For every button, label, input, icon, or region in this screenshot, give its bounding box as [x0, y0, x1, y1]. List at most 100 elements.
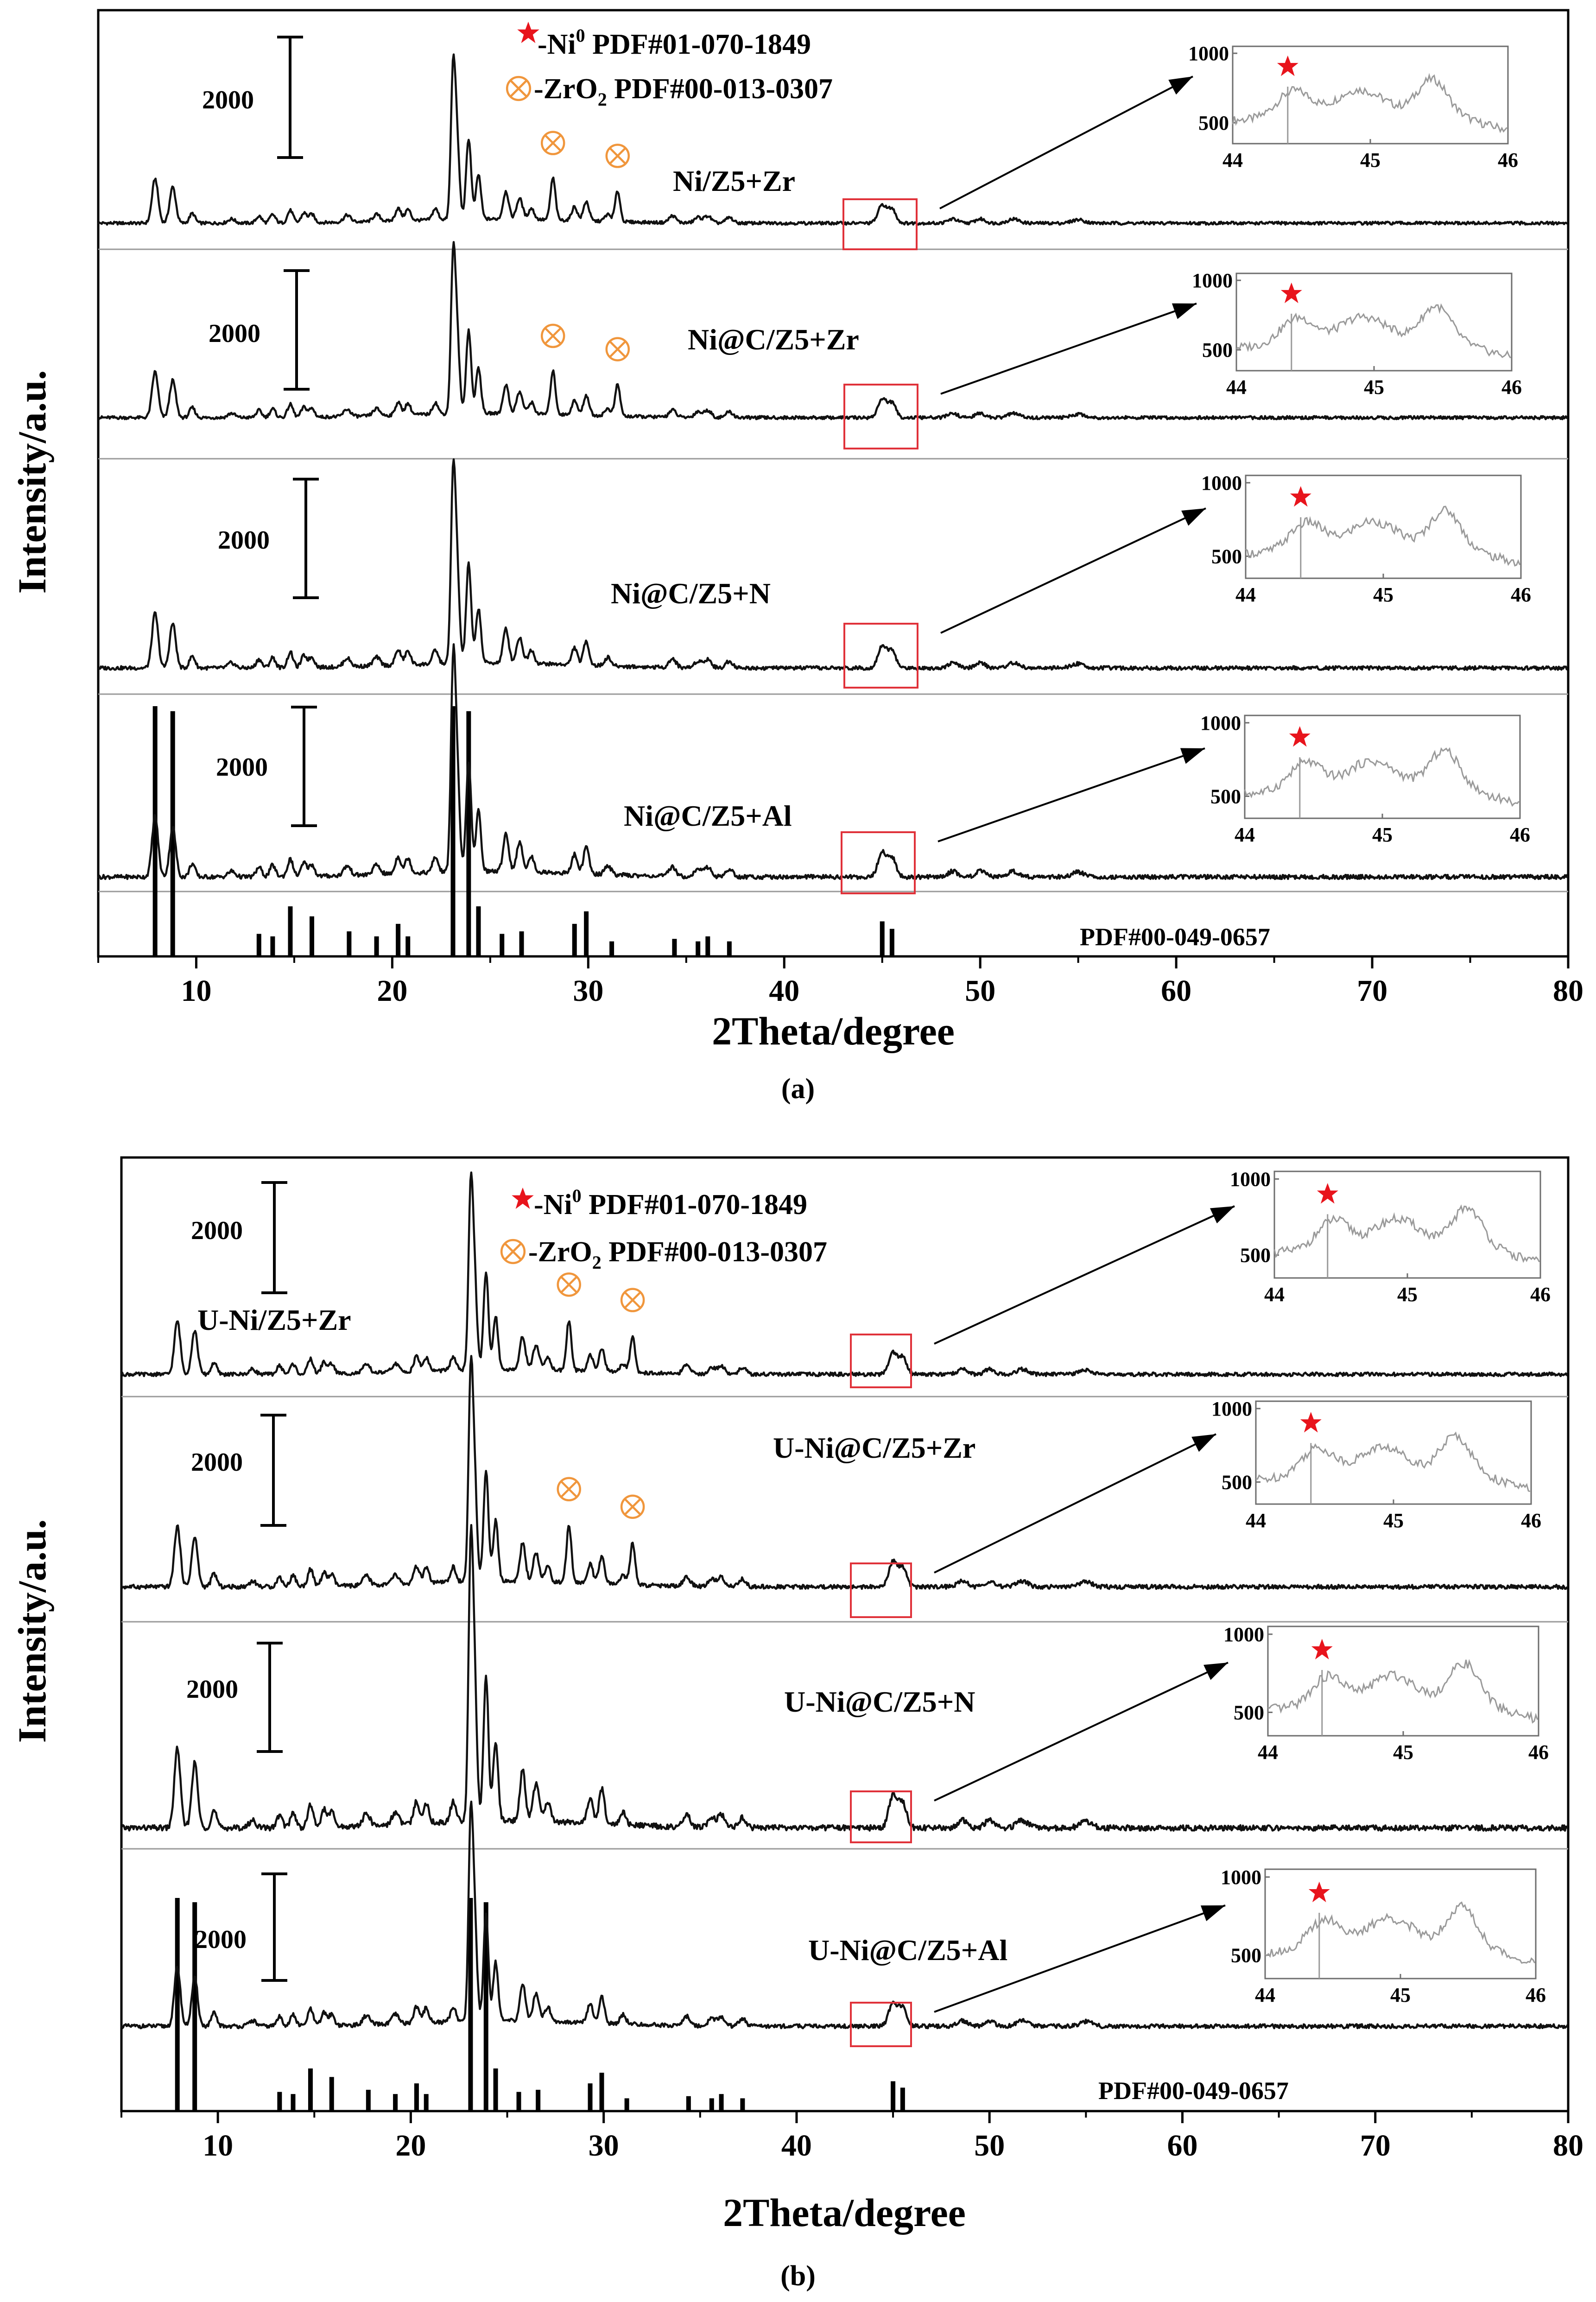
panel-a-sample-labels: Ni/Z5+Zr Ni@C/Z5+Zr Ni@C/Z5+N Ni@C/Z5+Al… — [611, 164, 1270, 951]
panel-a-reference-bars — [152, 706, 894, 956]
inset-x-tick-label: 45 — [1393, 1741, 1413, 1764]
scale-bar-line — [261, 1872, 287, 1982]
scale-bar-label: 2000 — [216, 753, 268, 782]
sample-label: Ni@C/Z5+Al — [624, 799, 792, 832]
scale-bar: 2000 — [191, 1414, 286, 1527]
legend-ni-pdf: PDF#01-070-1849 — [582, 1189, 807, 1221]
reference-peak-bar — [366, 2090, 371, 2111]
reference-peak-bar — [493, 2068, 498, 2111]
reference-peak-bar — [516, 2092, 521, 2111]
scale-bar: 2000 — [202, 36, 303, 159]
legend-ni-sup: 0 — [576, 25, 585, 46]
reference-peak-bar — [686, 2096, 691, 2111]
reference-peak-bar — [396, 923, 401, 956]
zro2-peak-marker-icon — [558, 1478, 580, 1500]
reference-peak-bar — [450, 706, 456, 956]
xrd-trace — [97, 643, 1569, 880]
xrd-trace — [120, 1171, 1569, 1378]
inset-y-tick-label: 1000 — [1230, 1168, 1271, 1190]
inset-frame — [1245, 474, 1522, 579]
inset-y-tick-label: 500 — [1211, 545, 1242, 568]
reference-peak-bar — [308, 2068, 313, 2111]
panel-a-x-ticks: 10 20 30 40 50 60 70 80 — [97, 956, 1583, 1008]
callout-arrow — [934, 1662, 1229, 1802]
reference-peak-bar — [329, 2077, 334, 2111]
reference-peak-bar — [466, 711, 471, 956]
svg-text:-ZrO2 PDF#00-013-0307: -ZrO2 PDF#00-013-0307 — [528, 1236, 827, 1273]
legend-ni-pdf: PDF#01-070-1849 — [585, 29, 811, 60]
inset-x-tick-label: 46 — [1528, 1741, 1549, 1764]
legend-zr-sub: 2 — [598, 89, 607, 110]
inset-y-tick-label: 500 — [1222, 1471, 1252, 1493]
legend-zr-sub: 2 — [592, 1252, 602, 1273]
scale-bar-line — [293, 478, 319, 599]
x-tick-label: 20 — [377, 974, 407, 1008]
reference-peak-bar — [900, 2087, 905, 2111]
reference-peak-bar — [672, 939, 677, 956]
inset-x-tick-label: 46 — [1498, 149, 1518, 171]
legend-ni-sup: 0 — [572, 1185, 582, 1206]
scale-bar: 2000 — [218, 478, 319, 599]
inset-plot: 500 1000 44 45 46 — [1200, 712, 1530, 846]
zro2-peak-marker-icon — [607, 338, 629, 360]
scale-bar-label: 2000 — [186, 1675, 238, 1704]
scale-bar-label: 2000 — [209, 319, 260, 348]
inset-trace — [1273, 1204, 1540, 1263]
reference-peak-bar — [584, 911, 589, 956]
xrd-trace — [98, 241, 1569, 420]
callout-arrow — [934, 1205, 1235, 1345]
inset-y-tick-label: 500 — [1198, 112, 1229, 134]
zro2-peak-marker-icon — [542, 325, 564, 347]
inset-y-tick-label: 1000 — [1211, 1398, 1252, 1420]
reference-peak-bar — [572, 923, 577, 956]
x-tick-label: 40 — [781, 2129, 812, 2163]
inset-frame — [1267, 1625, 1539, 1737]
x-axis-title: 2Theta/degree — [712, 1009, 955, 1053]
legend-ni-label: -Ni — [538, 29, 576, 60]
inset-x-tick-label: 44 — [1264, 1283, 1285, 1306]
callout-arrowhead — [1172, 303, 1197, 319]
panel-a-scale-bars: 2000 2000 2000 2000 — [202, 36, 319, 827]
scale-bar-line — [277, 36, 303, 159]
inset-x-tick-label: 44 — [1258, 1741, 1278, 1764]
inset-trace — [1267, 1659, 1539, 1724]
inset-x-tick-label: 45 — [1360, 149, 1381, 171]
sample-label: Ni@C/Z5+Zr — [688, 323, 859, 356]
reference-peak-bar — [500, 934, 505, 956]
panel-b-x-ticks: 10 20 30 40 50 60 70 80 — [120, 2111, 1583, 2163]
inset-y-tick-label: 500 — [1202, 339, 1233, 361]
inset-x-tick-label: 44 — [1226, 376, 1247, 398]
panel-b-traces — [120, 1171, 1569, 2030]
scale-bar-line — [260, 1414, 286, 1527]
x-tick-label: 30 — [589, 2129, 619, 2163]
inset-trace — [1255, 1431, 1531, 1493]
inset-y-tick-label: 500 — [1240, 1244, 1271, 1267]
callout-arrow — [934, 1904, 1226, 2013]
inset-x-tick-label: 46 — [1501, 376, 1522, 398]
reference-peak-bar — [519, 931, 524, 956]
legend-zr-label: -ZrO — [528, 1236, 592, 1268]
inset-x-tick-label: 46 — [1511, 583, 1531, 606]
inset-frame — [1273, 1170, 1541, 1279]
xrd-trace — [97, 53, 1568, 226]
inset-x-tick-label: 45 — [1372, 823, 1393, 846]
reference-peak-bar — [705, 936, 710, 956]
reference-peak-bar — [270, 936, 275, 956]
xrd-trace — [120, 1800, 1569, 2030]
reference-peak-bar — [719, 2094, 724, 2111]
inset-y-tick-label: 1000 — [1188, 42, 1229, 65]
x-tick-label: 50 — [965, 974, 995, 1008]
zoom-region-box — [850, 1334, 912, 1388]
scale-bar-line — [261, 1181, 287, 1294]
zoom-region-box — [843, 623, 918, 689]
panel-label: (a) — [781, 1073, 815, 1105]
inset-frame — [1264, 1868, 1537, 1979]
inset-plot: 500 1000 44 45 46 — [1192, 269, 1522, 398]
svg-text:-ZrO2 PDF#00-013-0307: -ZrO2 PDF#00-013-0307 — [534, 73, 833, 110]
inset-x-tick-label: 45 — [1364, 376, 1384, 398]
reference-peak-bar — [891, 2081, 896, 2111]
reference-peak-bar — [170, 711, 175, 956]
scale-bar: 2000 — [216, 706, 317, 827]
